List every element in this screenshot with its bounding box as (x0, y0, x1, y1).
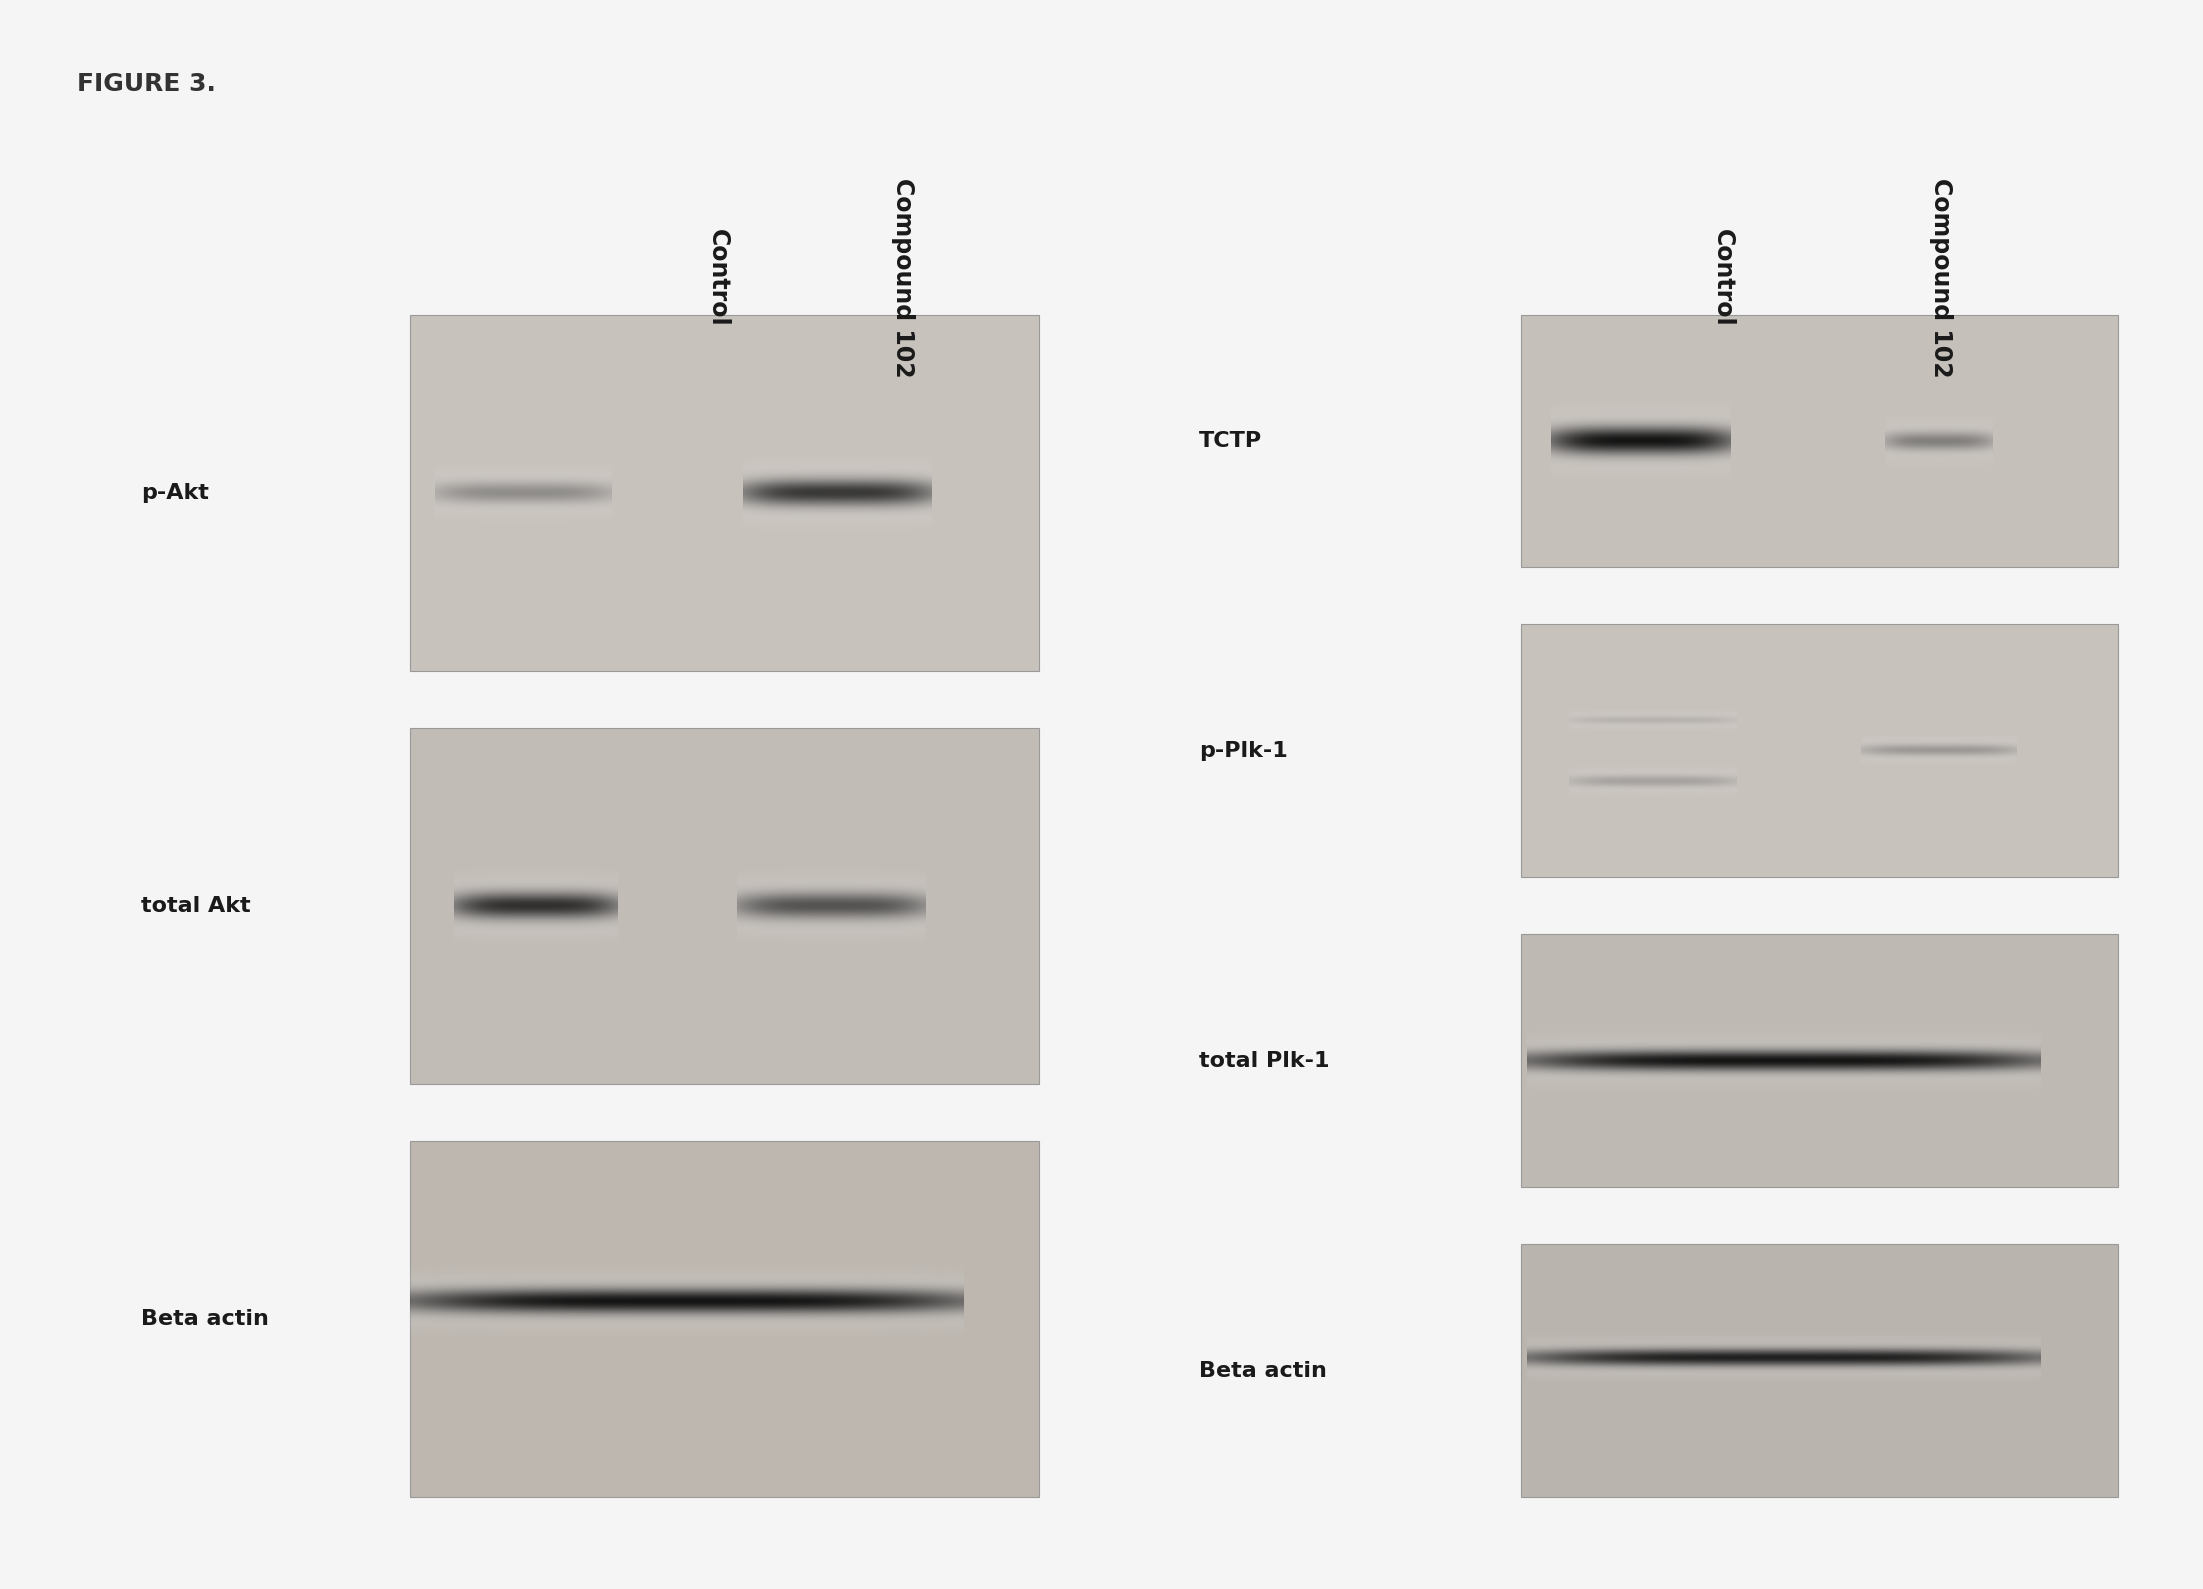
Bar (1520, 934, 2117, 1187)
Bar (410, 728, 1040, 1084)
Text: total Plk-1: total Plk-1 (1198, 1050, 1331, 1071)
Text: Control: Control (1710, 229, 1734, 327)
Text: total Akt: total Akt (141, 896, 251, 915)
Text: p-Plk-1: p-Plk-1 (1198, 740, 1289, 761)
Text: TCTP: TCTP (1198, 431, 1262, 451)
Text: Compound 102: Compound 102 (890, 178, 914, 378)
Text: FIGURE 3.: FIGURE 3. (77, 72, 216, 95)
Text: Compound 102: Compound 102 (1928, 178, 1952, 378)
Bar (410, 1141, 1040, 1497)
Text: Beta actin: Beta actin (1198, 1360, 1326, 1381)
Text: p-Akt: p-Akt (141, 483, 209, 502)
Text: Beta actin: Beta actin (141, 1309, 269, 1328)
Bar (1520, 624, 2117, 877)
Bar (410, 315, 1040, 671)
Text: Control: Control (705, 229, 729, 327)
Bar (1520, 315, 2117, 567)
Bar (1520, 1244, 2117, 1497)
